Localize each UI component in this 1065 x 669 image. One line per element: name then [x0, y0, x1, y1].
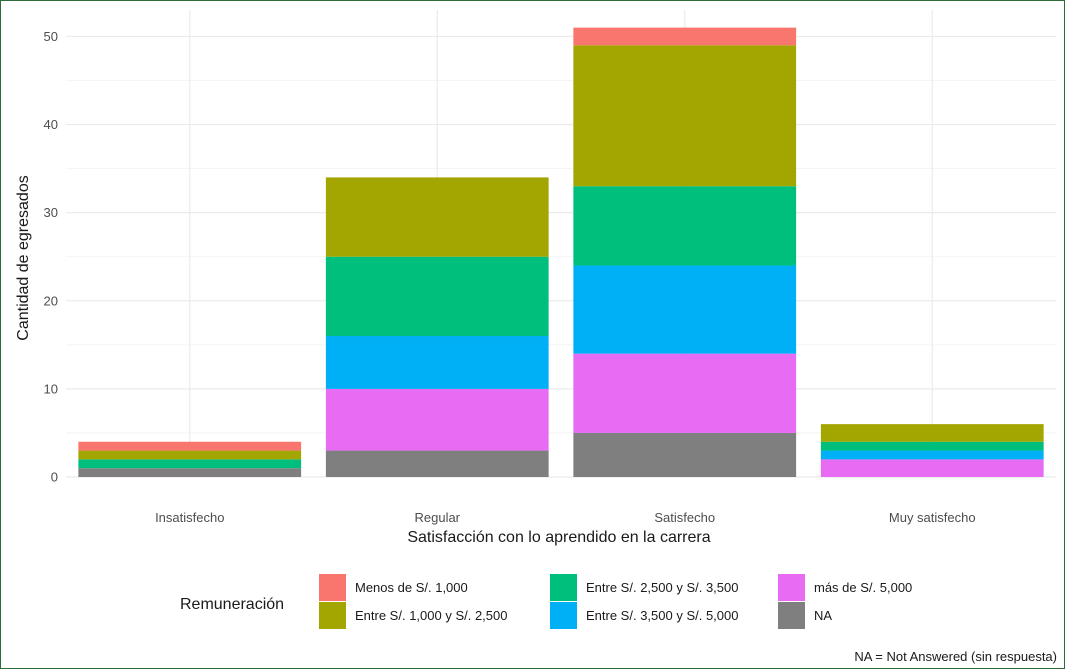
bar-segment	[573, 265, 797, 354]
bar-segment	[325, 256, 549, 337]
y-axis-ticks: 0 10 20 30 40 50	[44, 29, 58, 485]
bar-segment	[820, 459, 1044, 477]
y-tick-label: 20	[44, 293, 58, 308]
bar-segment	[820, 441, 1044, 451]
legend-swatch	[319, 602, 346, 629]
legend-swatch	[550, 602, 577, 629]
legend-swatch	[778, 602, 805, 629]
legend-swatch	[778, 574, 805, 601]
bar-segment	[325, 336, 549, 389]
y-tick-label: 10	[44, 381, 58, 396]
bar-segment	[573, 432, 797, 477]
bar-segment	[573, 27, 797, 46]
legend-label: más de S/. 5,000	[814, 580, 912, 595]
caption: NA = Not Answered (sin respuesta)	[854, 649, 1057, 664]
y-tick-label: 40	[44, 117, 58, 132]
bar-segment	[78, 468, 302, 477]
bar-segment	[325, 388, 549, 451]
bar-segment	[325, 177, 549, 257]
legend-label: Entre S/. 1,000 y S/. 2,500	[355, 608, 507, 623]
legend-label: Menos de S/. 1,000	[355, 580, 468, 595]
legend-label: Entre S/. 2,500 y S/. 3,500	[586, 580, 738, 595]
bar-segment	[78, 450, 302, 460]
legend-label: Entre S/. 3,500 y S/. 5,000	[586, 608, 738, 623]
x-tick-label: Regular	[414, 510, 460, 525]
x-axis-ticks: Insatisfecho Regular Satisfecho Muy satisfe…	[155, 510, 976, 525]
x-axis-title: Satisfacción con lo aprendido en la carr…	[407, 529, 710, 546]
bars	[78, 27, 1044, 477]
x-tick-label: Insatisfecho	[155, 510, 224, 525]
y-axis-title: Cantidad de egresados	[15, 175, 32, 340]
legend-title: Remuneración	[180, 596, 284, 613]
bar-segment	[325, 450, 549, 477]
legend-swatch	[319, 574, 346, 601]
bar-segment	[820, 424, 1044, 442]
bar-segment	[573, 45, 797, 187]
bar-segment	[78, 459, 302, 469]
bar-segment	[820, 450, 1044, 460]
bar-segment	[78, 441, 302, 451]
legend-label: NA	[814, 608, 832, 623]
bar-segment	[573, 353, 797, 433]
bar-segment	[573, 186, 797, 266]
legend: Menos de S/. 1,000 Entre S/. 1,000 y S/. …	[319, 574, 912, 629]
legend-swatch	[550, 574, 577, 601]
y-tick-label: 0	[51, 470, 58, 485]
x-tick-label: Muy satisfecho	[889, 510, 976, 525]
y-tick-label: 50	[44, 29, 58, 44]
x-tick-label: Satisfecho	[654, 510, 715, 525]
grid-lines	[66, 10, 1056, 478]
y-tick-label: 30	[44, 205, 58, 220]
